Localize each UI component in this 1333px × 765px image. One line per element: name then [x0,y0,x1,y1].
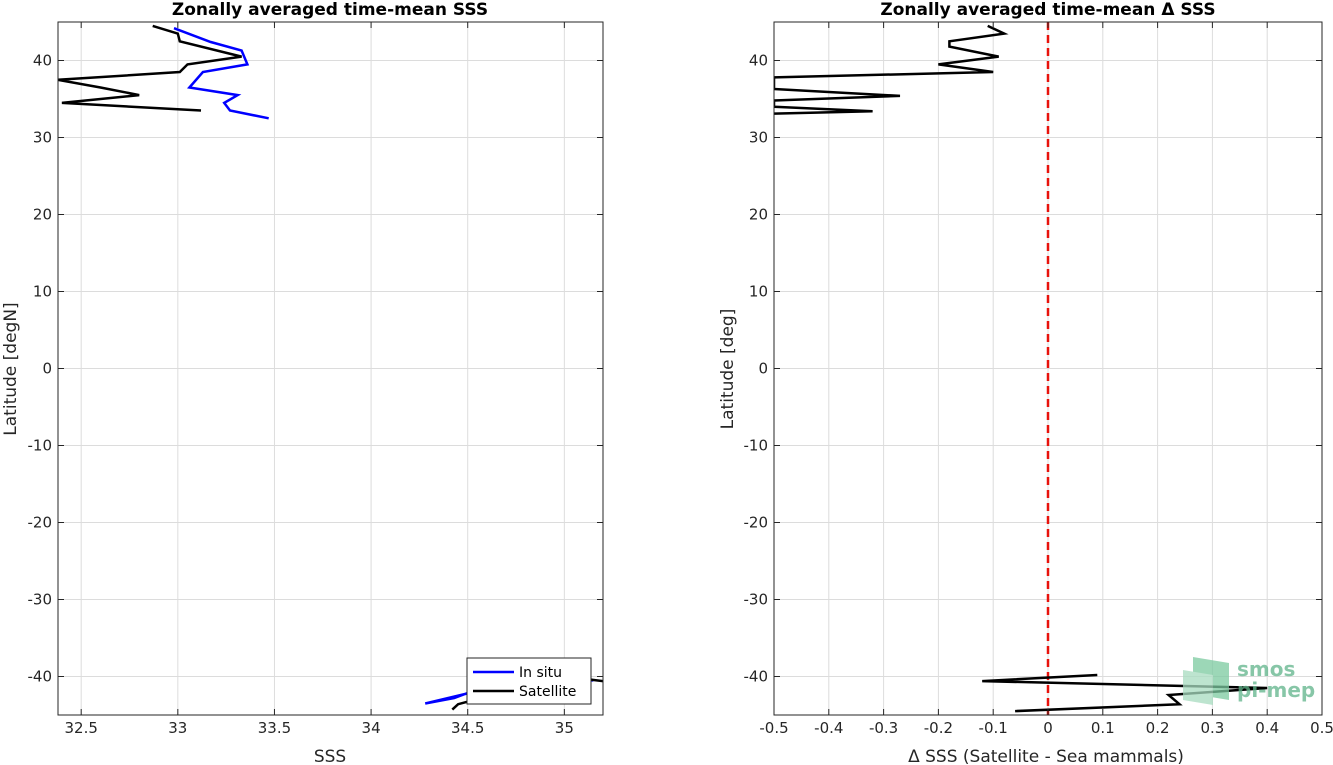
right-chart-title: Zonally averaged time-mean Δ SSS [880,0,1215,20]
left-y-tick-label: -20 [28,514,53,532]
right-y-tick-label: 40 [749,52,768,70]
left-x-tick-labels: 32.5 33 33.5 34 34.5 35 [64,719,573,737]
right-grid [773,22,1323,715]
left-x-tick-label: 34.5 [451,719,484,737]
left-x-tick-label: 34 [362,719,381,737]
left-satellite-line [58,24,242,112]
right-y-axis-label: Latitude [deg] [718,309,738,430]
right-x-tick-label: -0.5 [759,719,788,737]
right-x-tick-label: 0.5 [1310,719,1333,737]
right-y-tick-label: -20 [744,514,769,532]
right-delta-sss-line [774,24,1009,115]
left-y-axis-label: Latitude [degN] [1,302,21,435]
right-x-tick-label: 0.3 [1200,719,1224,737]
right-chart: -0.5 -0.4 -0.3 -0.2 -0.1 0 0.1 0.2 0.3 0.4 0.5 -40… [718,0,1333,765]
right-y-tick-label: 10 [749,283,768,301]
left-chart: 32.5 33 33.5 34 34.5 35 -40 -30 -20 -10 0 10 20 30 40… [1,0,604,765]
right-y-tick-label: -10 [744,437,769,455]
left-y-tick-label: 0 [42,360,52,378]
left-x-tick-label: 32.5 [64,719,97,737]
left-grid [58,22,603,715]
right-x-axis-label: Δ SSS (Satellite - Sea mammals) [908,747,1184,765]
left-y-tick-label: -40 [28,668,53,686]
right-ticks [773,22,1323,715]
right-x-tick-label: -0.3 [869,719,898,737]
right-y-tick-label: 20 [749,206,768,224]
left-y-tick-label: -30 [28,591,53,609]
left-y-tick-labels: -40 -30 -20 -10 0 10 20 30 40 [28,52,53,686]
logo-mark-shadow [1183,670,1213,705]
logo-text-pimep: pi-mep [1237,678,1315,702]
legend-satellite-label: Satellite [519,684,576,700]
right-y-tick-label: -40 [744,668,769,686]
left-x-axis-label: SSS [314,747,346,765]
legend-box [466,657,592,705]
left-y-tick-label: 20 [33,206,52,224]
right-y-tick-label: 0 [758,360,768,378]
right-x-tick-label: 0 [1043,719,1053,737]
left-y-tick-label: 40 [33,52,52,70]
left-y-tick-label: 30 [33,129,52,147]
right-y-tick-labels: -40 -30 -20 -10 0 10 20 30 40 [744,52,769,686]
right-x-tick-label: 0.1 [1091,719,1115,737]
left-x-tick-label: 33 [168,719,187,737]
left-y-tick-label: 10 [33,283,52,301]
left-x-tick-label: 35 [555,719,574,737]
left-y-tick-label: -10 [28,437,53,455]
right-x-tick-label: -0.1 [979,719,1008,737]
left-ticks [58,22,603,715]
right-y-tick-label: 30 [749,129,768,147]
left-x-tick-label: 33.5 [258,719,291,737]
right-x-tick-label: -0.2 [924,719,953,737]
left-in-situ-line [173,27,269,120]
smos-pimep-logo: smos pi-mep [1183,657,1315,705]
right-y-tick-label: -30 [744,591,769,609]
right-x-tick-label: -0.4 [814,719,843,737]
left-chart-title: Zonally averaged time-mean SSS [172,0,488,20]
right-x-tick-labels: -0.5 -0.4 -0.3 -0.2 -0.1 0 0.1 0.2 0.3 0.4 0.5 [759,719,1333,737]
right-x-tick-label: 0.2 [1146,719,1170,737]
legend-in-situ-label: In situ [519,665,562,681]
right-x-tick-label: 0.4 [1255,719,1279,737]
legend: In situ Satellite [466,657,592,705]
logo-text-smos: smos [1237,657,1295,681]
